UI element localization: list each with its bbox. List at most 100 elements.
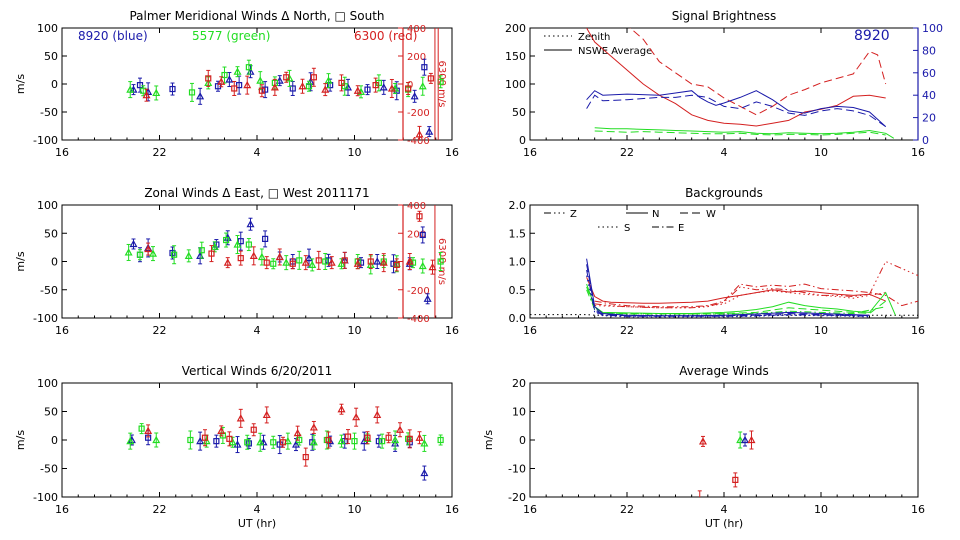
x-tick-label: 16 (911, 503, 925, 516)
square-marker (279, 439, 287, 446)
triangle-marker (309, 438, 318, 446)
right-axis-label: 6300 m/s (436, 238, 447, 285)
triangle-marker (373, 257, 382, 265)
data-point-red (344, 429, 352, 445)
triangle-marker (352, 412, 361, 421)
triangle-marker (148, 249, 158, 257)
data-point-red (427, 72, 434, 84)
y-tick-label: 150 (505, 50, 526, 63)
square-marker (226, 435, 233, 442)
square-marker (310, 74, 317, 81)
y-axis-label: m/s (482, 430, 495, 450)
y-tick-label: 10 (512, 406, 526, 419)
square-marker (136, 82, 144, 89)
right-tick-label: 60 (922, 67, 936, 80)
x-tick-label: 16 (445, 324, 459, 337)
series-line-red (594, 290, 886, 309)
right-tick-label: -200 (407, 286, 430, 297)
square-marker (205, 75, 212, 82)
data-point-red (270, 78, 279, 96)
y-tick-label: 50 (44, 227, 58, 240)
data-point-red (144, 424, 153, 438)
triangle-marker (373, 410, 382, 419)
series-line-black (530, 314, 918, 316)
x-tick-label: 16 (911, 146, 925, 159)
right-tick-label: 20 (922, 112, 936, 125)
data-point-blue (379, 79, 388, 95)
chart-title: Palmer Meridional Winds Δ North, □ South (129, 9, 384, 23)
right-tick-label: 100 (922, 22, 943, 35)
data-point-green (233, 66, 242, 78)
triangle-marker (395, 425, 405, 433)
panel-backgrounds: Backgrounds 16 22 4 10 16 2.0 1.5 1.0 0.5 0.0 Z N W S E (509, 186, 926, 337)
x-tick-label: 22 (620, 146, 634, 159)
data-point-green (223, 232, 230, 248)
triangle-marker (343, 83, 353, 91)
x-tick-label: 16 (523, 324, 537, 337)
square-marker (140, 87, 147, 94)
square-marker (250, 426, 257, 433)
square-marker (236, 82, 243, 89)
triangle-marker (391, 435, 400, 444)
square-marker (344, 433, 352, 440)
data-point-red (298, 78, 307, 94)
data-point-blue (129, 238, 138, 250)
data-point-green (309, 434, 318, 450)
x-tick-label: 22 (153, 324, 167, 337)
data-point-green (337, 258, 346, 270)
series-line-blue (586, 94, 886, 128)
square-marker (405, 85, 412, 92)
x-tick-label: 4 (254, 503, 261, 516)
data-point-red (142, 88, 151, 102)
triangle-marker (741, 435, 750, 444)
data-point-green (198, 241, 205, 259)
y-tick-label: -50 (40, 106, 58, 119)
y-tick-label: 100 (37, 377, 58, 390)
y-tick-label: 1.5 (509, 227, 527, 240)
triangle-marker (124, 248, 133, 256)
legend-label: Zenith (578, 32, 610, 43)
square-marker (213, 438, 220, 445)
chart-title: Signal Brightness (672, 9, 777, 23)
square-marker (171, 251, 178, 258)
y-tick-label: -50 (40, 284, 58, 297)
square-marker (245, 440, 252, 447)
data-point-green (152, 432, 161, 448)
data-point-red (415, 125, 424, 140)
x-tick-label: 16 (55, 503, 69, 516)
data-point-red (201, 429, 209, 447)
y-tick-label: -10 (508, 463, 526, 476)
legend: Zenith NSWE Average (544, 32, 652, 57)
data-point-green (270, 435, 277, 449)
square-marker (419, 231, 426, 239)
square-marker (169, 249, 176, 257)
square-marker (364, 434, 371, 441)
data-point-red (325, 431, 332, 449)
square-marker (325, 436, 332, 444)
triangle-marker (126, 85, 135, 93)
square-marker (315, 257, 322, 264)
triangle-marker (293, 428, 302, 437)
channel-label: 8920 (blue) (78, 29, 148, 43)
data-point-red (393, 258, 400, 272)
y-tick-label: 2.0 (509, 199, 527, 212)
data-point-green (337, 434, 346, 448)
y-tick-label: 1.0 (509, 256, 527, 269)
series-line-green (594, 127, 895, 139)
data-point-green (228, 436, 237, 448)
y-tick-label: 0 (51, 78, 58, 91)
x-tick-label: 16 (523, 146, 537, 159)
triangle-marker (142, 90, 151, 99)
panel-vertical: Vertical Winds 6/20/2011 16 22 4 10 16 100 50 0 -… (14, 364, 459, 530)
chart-title: Average Winds (679, 364, 769, 378)
series-line-blue (586, 264, 870, 317)
right-axis: 100 80 60 40 20 0 (913, 22, 943, 147)
x-tick-label: 10 (348, 324, 362, 337)
x-tick-label: 4 (721, 146, 728, 159)
series-line-red (586, 277, 886, 304)
data-point-red (283, 71, 290, 83)
data-point-green (124, 243, 133, 261)
right-tick-label: 400 (407, 201, 426, 212)
square-marker (351, 438, 358, 445)
